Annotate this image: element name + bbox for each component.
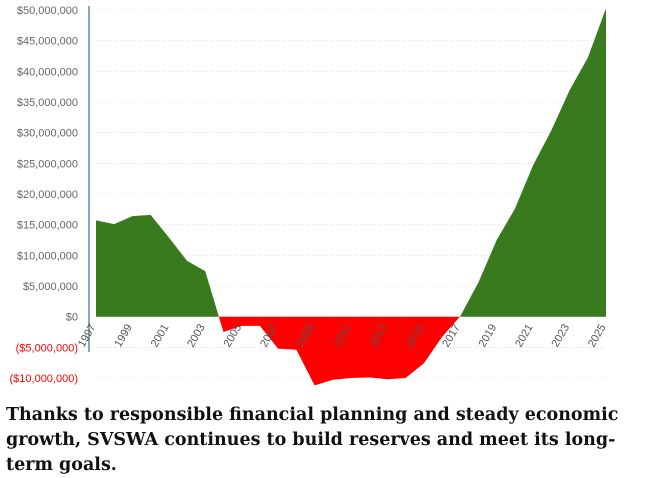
x-tick-label-1997: 1997: [76, 322, 99, 349]
x-tick-label-2001: 2001: [149, 322, 172, 349]
y-tick-label-10: $0: [66, 312, 78, 324]
area-negative-1: [218, 316, 460, 386]
y-axis-ticks: $50,000,000 $45,000,000 $40,000,000 $35,000…: [10, 5, 79, 385]
y-tick-label-3: $35,000,000: [17, 97, 78, 109]
x-tick-label-2003: 2003: [185, 322, 208, 349]
y-tick-label-1: $45,000,000: [17, 36, 78, 48]
y-tick-label-5: $25,000,000: [17, 158, 78, 170]
y-tick-label-11: ($5,000,000): [16, 342, 78, 354]
area-positive-2: [459, 8, 606, 317]
x-tick-label-2021: 2021: [513, 322, 536, 349]
x-tick-label-2019: 2019: [477, 322, 500, 349]
area-series: [96, 8, 606, 386]
x-tick-label-2025: 2025: [586, 322, 609, 349]
chart-caption: Thanks to responsible financial planning…: [6, 405, 619, 475]
x-tick-label-1999: 1999: [112, 322, 135, 349]
y-tick-label-8: $10,000,000: [17, 250, 78, 262]
y-tick-label-2: $40,000,000: [17, 66, 78, 78]
y-tick-label-0: $50,000,000: [17, 5, 78, 17]
x-tick-label-2023: 2023: [550, 322, 573, 349]
x-axis-ticks: 1997 1999 2001 2003 2005 2007 2009 2011 2013 2015…: [76, 322, 609, 349]
reserves-area-chart: $50,000,000 $45,000,000 $40,000,000 $35,000…: [10, 5, 609, 386]
area-positive-0: [96, 214, 219, 317]
y-tick-label-7: $15,000,000: [17, 220, 78, 232]
y-tick-label-9: $5,000,000: [23, 281, 78, 293]
y-tick-label-6: $20,000,000: [17, 189, 78, 201]
y-tick-label-4: $30,000,000: [17, 128, 78, 140]
y-tick-label-12: ($10,000,000): [10, 373, 79, 385]
